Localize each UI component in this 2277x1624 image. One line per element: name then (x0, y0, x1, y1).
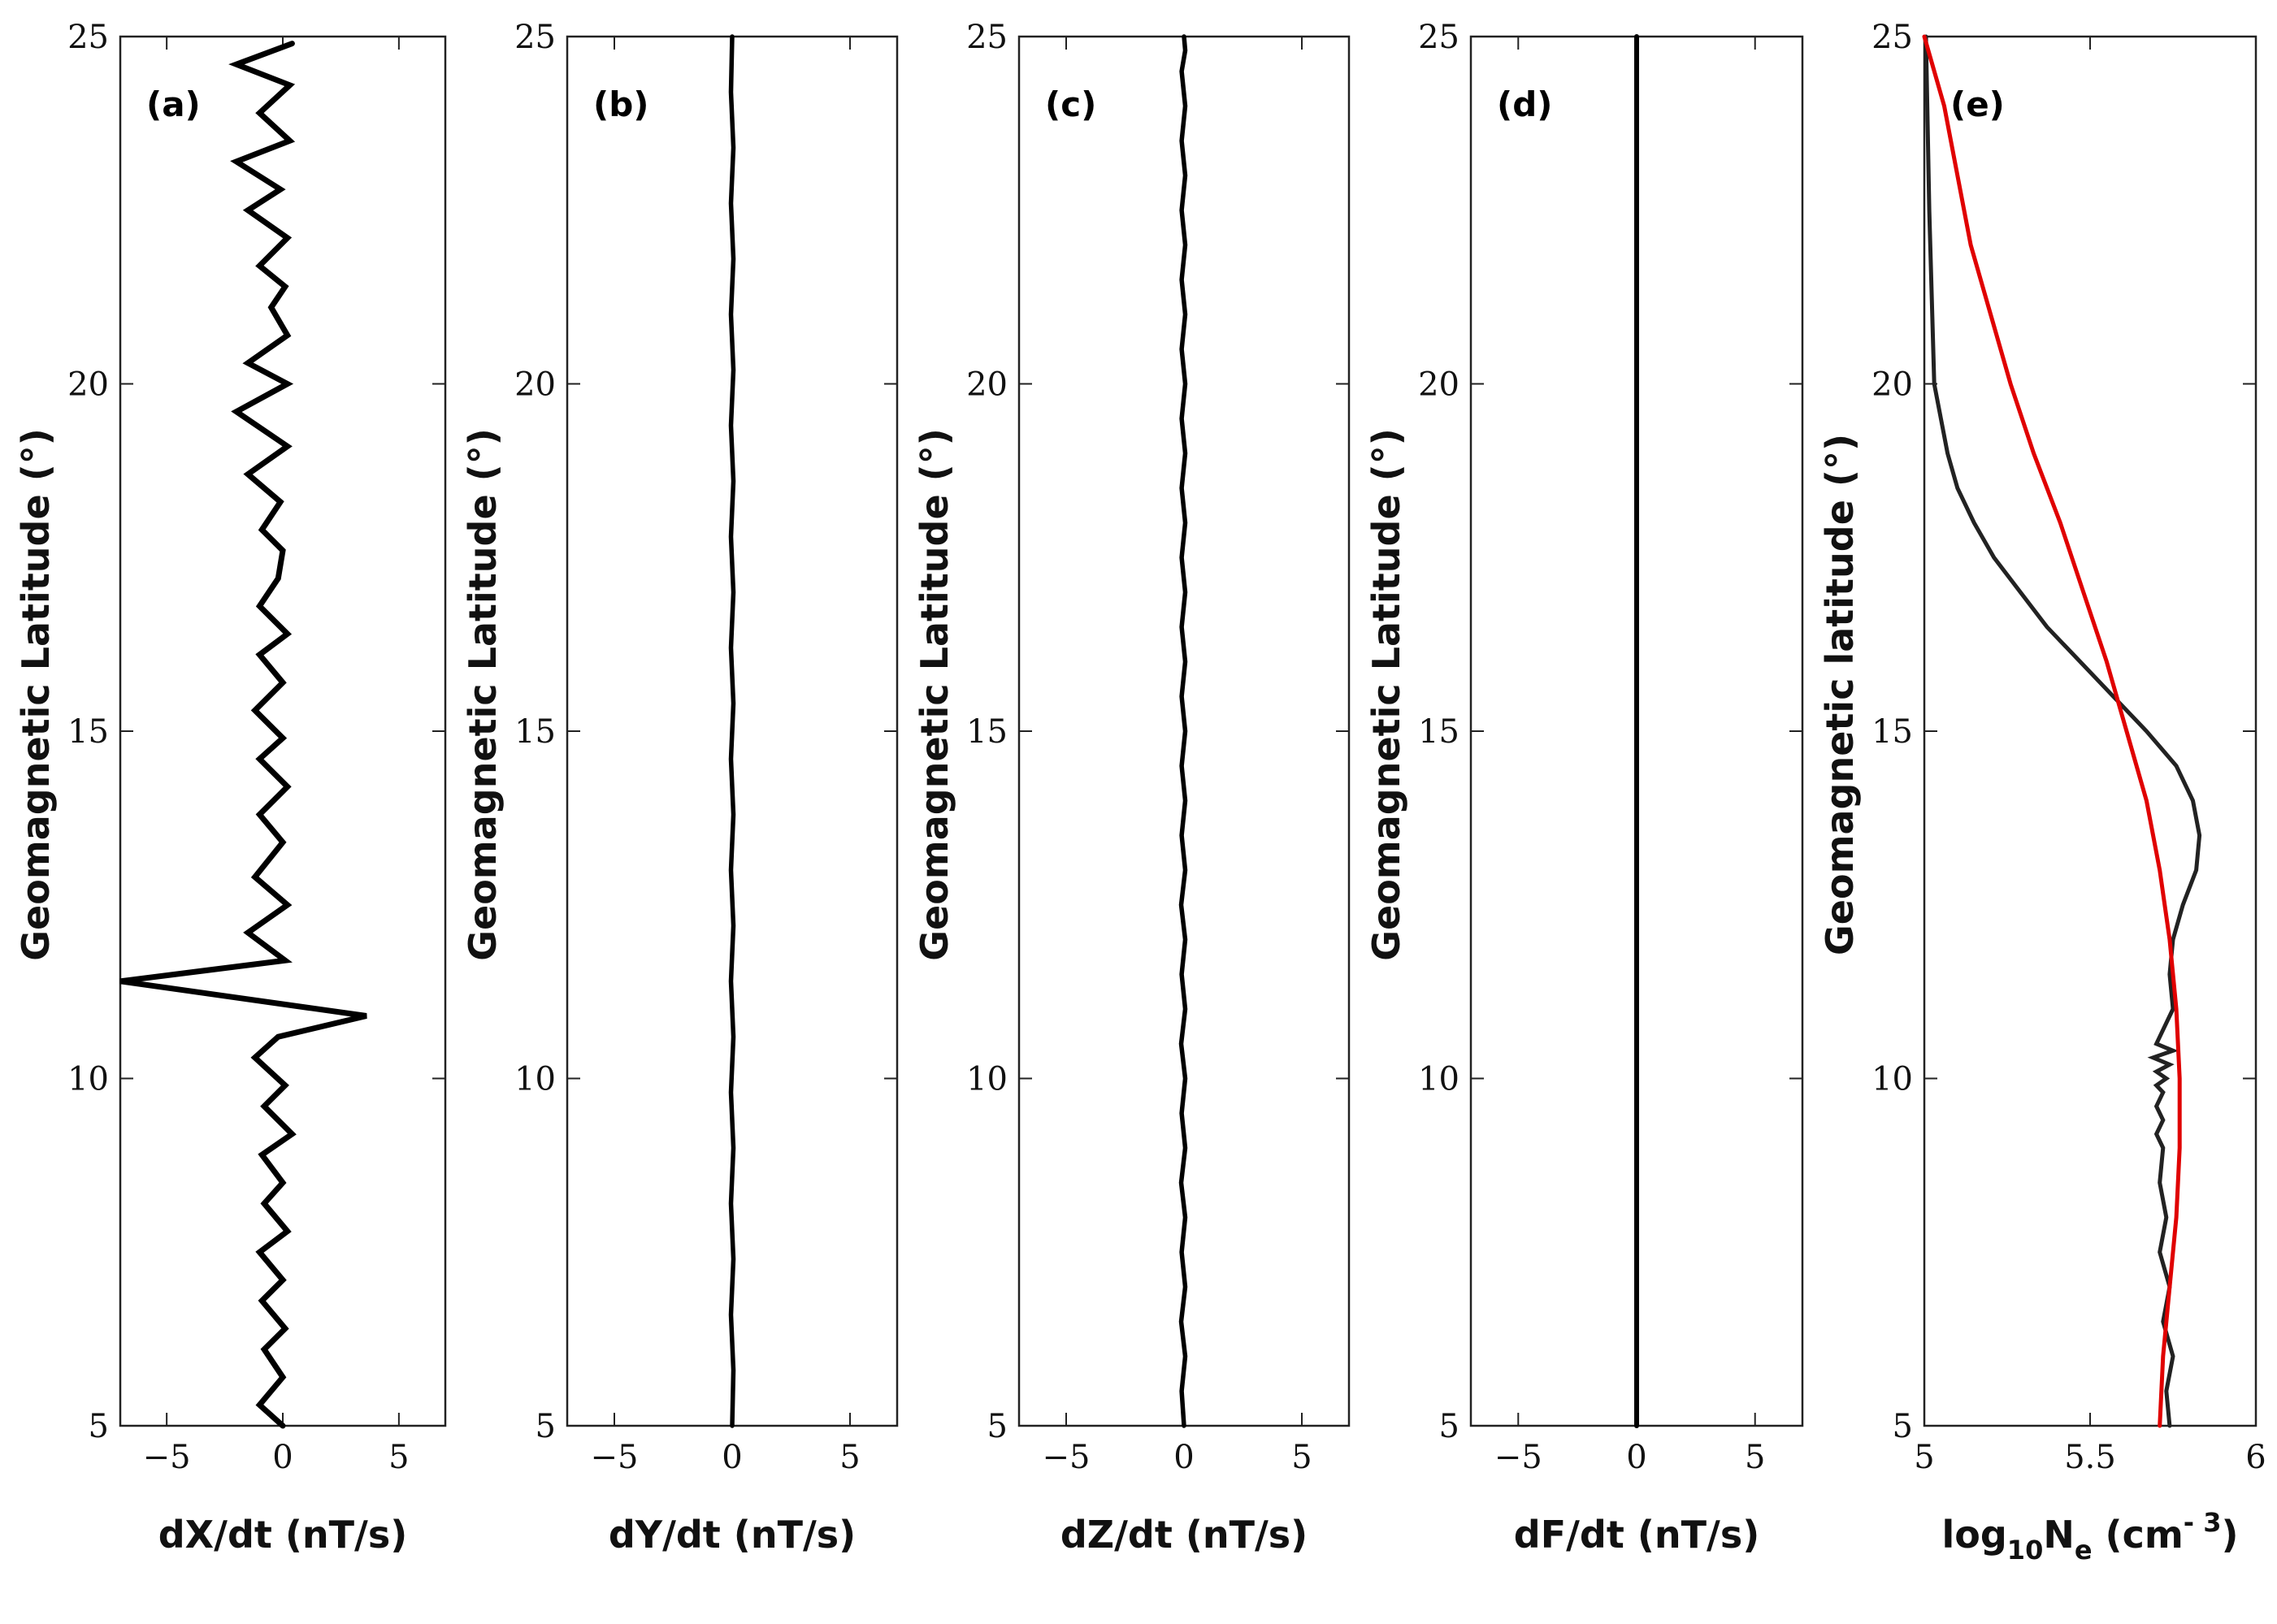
y-tick-label: 25 (966, 19, 1008, 56)
series-line-1 (1924, 34, 2202, 1428)
y-tick-label: 20 (1418, 366, 1459, 404)
panel-letter: (a) (146, 84, 201, 124)
y-tick-label: 15 (67, 713, 109, 751)
panel-c: 5 10 15 20 25 −5 0 5 (c) Geomagnetic Latitude (°)… (913, 19, 1351, 1557)
y-axis-label: Geomagnetic Latitude (°) (14, 428, 58, 960)
y-tick-label: 20 (966, 366, 1008, 404)
plot-frame (1923, 35, 2257, 1427)
x-tick-label: −5 (591, 1439, 639, 1476)
panel-b: 5 10 15 20 25 −5 0 5 (b) Geomagnetic Latitude (°)… (461, 19, 899, 1557)
series-line-1 (119, 41, 367, 1429)
panel-d: 5 10 15 20 25 −5 0 5 (d) Geomagnetic Latitude (°)… (1364, 19, 1804, 1557)
y-tick-label: 15 (1871, 713, 1913, 751)
y-tick-label: 25 (1418, 19, 1459, 56)
y-tick-label: 25 (67, 19, 109, 56)
y-tick-label: 10 (67, 1061, 109, 1098)
series-line-1 (1178, 34, 1188, 1428)
y-tick-label: 5 (1893, 1408, 1913, 1445)
y-tick-label: 25 (514, 19, 556, 56)
y-tick-label: 15 (966, 713, 1008, 751)
y-tick-label: 15 (1418, 713, 1459, 751)
x-tick-label: 5 (1745, 1439, 1765, 1476)
x-axis-label: dF/dt (nT/s) (1514, 1513, 1759, 1557)
x-tick-label: 5 (1291, 1439, 1312, 1476)
y-tick-label: 10 (966, 1061, 1008, 1098)
x-axis-label: log10Ne (cm- 3) (1941, 1507, 2238, 1566)
panel-letter: (c) (1045, 84, 1096, 124)
y-axis-label: Geomagnetic latitude (°) (1818, 434, 1862, 955)
panel-e: 5 10 15 20 25 5 5.5 6 (e) Geomagnetic latitude (°… (1818, 19, 2266, 1566)
y-axis-label: Geomagnetic Latitude (°) (913, 428, 956, 960)
x-axis-label: dX/dt (nT/s) (158, 1513, 407, 1557)
x-axis-label: dZ/dt (nT/s) (1060, 1513, 1308, 1557)
series-line-1 (728, 34, 736, 1428)
x-tick-label: 6 (2245, 1439, 2266, 1476)
x-tick-label: 5 (839, 1439, 860, 1476)
x-tick-label: 0 (722, 1439, 742, 1476)
x-axis-label: dY/dt (nT/s) (609, 1513, 856, 1557)
y-tick-label: 10 (1418, 1061, 1459, 1098)
panel-a: 5 10 15 20 25 −5 0 5 (a) Geomagnetic Latitude (°)… (14, 19, 447, 1557)
x-tick-label: 0 (272, 1439, 293, 1476)
y-axis-label: Geomagnetic Latitude (°) (461, 428, 505, 960)
y-tick-label: 20 (1871, 366, 1913, 404)
x-tick-label: −5 (143, 1439, 191, 1476)
y-tick-label: 5 (1439, 1408, 1459, 1445)
x-tick-label: −5 (1043, 1439, 1091, 1476)
y-tick-label: 20 (67, 366, 109, 404)
series-line-2 (1922, 34, 2182, 1428)
y-tick-label: 15 (514, 713, 556, 751)
x-tick-label: 5 (1914, 1439, 1934, 1476)
panel-letter: (e) (1950, 84, 2005, 124)
y-axis-label: Geomagnetic Latitude (°) (1364, 428, 1408, 960)
y-tick-label: 25 (1871, 19, 1913, 56)
y-tick-label: 5 (987, 1408, 1008, 1445)
y-tick-label: 5 (89, 1408, 109, 1445)
x-tick-label: −5 (1494, 1439, 1542, 1476)
y-tick-label: 5 (536, 1408, 556, 1445)
x-tick-label: 0 (1173, 1439, 1194, 1476)
x-tick-label: 0 (1626, 1439, 1646, 1476)
x-tick-label: 5 (388, 1439, 409, 1476)
y-tick-label: 10 (514, 1061, 556, 1098)
panel-letter: (b) (593, 84, 648, 124)
x-tick-label: 5.5 (2064, 1439, 2116, 1476)
panel-letter: (d) (1497, 84, 1552, 124)
y-tick-label: 20 (514, 366, 556, 404)
y-tick-label: 10 (1871, 1061, 1913, 1098)
